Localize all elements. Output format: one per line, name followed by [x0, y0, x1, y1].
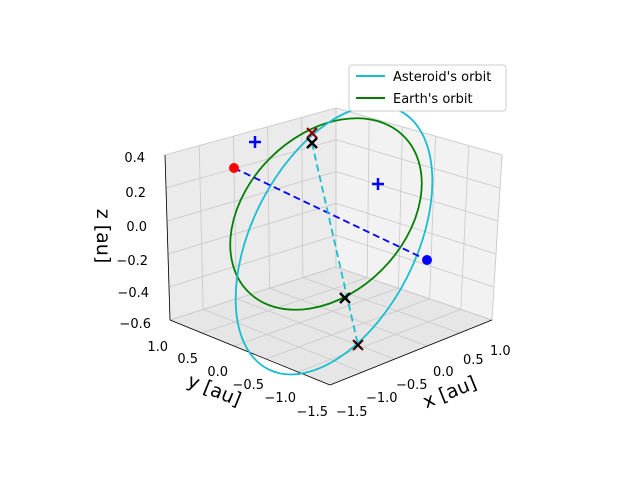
z-tick-labels: 0.4 0.2 0.0 −0.2 −0.4 −0.6: [116, 151, 151, 332]
x-grid-line: [201, 277, 368, 334]
legend: Asteroid's orbit Earth's orbit: [348, 64, 507, 112]
z-grid-line: [335, 203, 497, 255]
x-grid-line: [491, 154, 503, 321]
x-tick-label: −1.5: [336, 405, 368, 420]
z-grid-line: [167, 203, 337, 255]
y-tick-label: −0.5: [232, 378, 264, 393]
z-tick-label: −0.6: [119, 317, 151, 332]
z-tick-label: −0.2: [116, 254, 148, 269]
z-grid-line: [335, 139, 501, 189]
x-tick-label: 1.0: [490, 344, 511, 359]
black-x-marker-middle: [339, 292, 351, 304]
x-grid-line: [169, 266, 337, 321]
darkred-x-marker-top: [306, 127, 318, 139]
red-point-marker: [229, 163, 239, 173]
x-grid-line: [398, 126, 403, 289]
z-grid-line: [164, 107, 337, 156]
z-grid-line: [166, 171, 337, 222]
y-grid-line: [269, 287, 428, 347]
earth-orbit-line: [229, 117, 423, 311]
blue-plus-marker-1: [249, 136, 261, 148]
x-grid-line: [460, 145, 470, 310]
z-tick-label: 0.0: [126, 220, 147, 235]
y-tick-label: 0.5: [177, 352, 198, 367]
z-grid-line: [168, 234, 337, 288]
x-grid-line: [233, 287, 399, 347]
x-grid-line: [297, 309, 461, 373]
y-grid-line: [335, 266, 493, 321]
y-tick-labels: 1.0 0.5 0.0 −0.5 −1.0 −1.5: [147, 340, 328, 420]
legend-label-earth: Earth's orbit: [393, 92, 473, 107]
y-tick-label: 1.0: [147, 340, 168, 355]
z-tick-label: 0.4: [124, 151, 145, 166]
black-x-marker-bottom: [353, 340, 363, 350]
z-tick-label: −0.4: [117, 286, 149, 301]
blue-point-marker: [422, 255, 432, 265]
y-tick-label: −1.5: [296, 405, 328, 420]
y-grid-line: [236, 298, 395, 360]
z-grid-line: [335, 171, 499, 222]
y-grid-line: [302, 277, 460, 334]
grid-lines: [164, 107, 503, 386]
x-tick-label: 0.5: [463, 353, 484, 368]
z-tick-label: 0.2: [125, 186, 146, 201]
x-tick-label: 0.0: [433, 365, 454, 380]
x-grid-line: [366, 117, 370, 278]
x-tick-label: −0.5: [396, 378, 428, 393]
x-grid-line: [429, 136, 436, 299]
black-x-marker-top: [306, 137, 318, 149]
x-tick-label: −1.0: [366, 391, 398, 406]
x-grid-line: [265, 298, 430, 360]
z-axis-label: z [au]: [92, 209, 114, 264]
y-grid-line: [198, 145, 204, 310]
legend-frame: [348, 64, 507, 112]
x-tick-labels: −1.5 −1.0 −0.5 0.0 0.5 1.0: [336, 344, 511, 420]
blue-dashed-connector: [233, 167, 428, 261]
y-tick-label: 0.0: [207, 365, 228, 380]
y-tick-label: −1.0: [264, 391, 296, 406]
z-grid-line: [335, 107, 503, 156]
y-grid-line: [203, 309, 363, 373]
legend-label-asteroid: Asteroid's orbit: [393, 70, 491, 85]
blue-plus-marker-2: [372, 178, 384, 190]
cyan-dashed-connector: [311, 142, 359, 346]
y-grid-line: [267, 126, 270, 289]
